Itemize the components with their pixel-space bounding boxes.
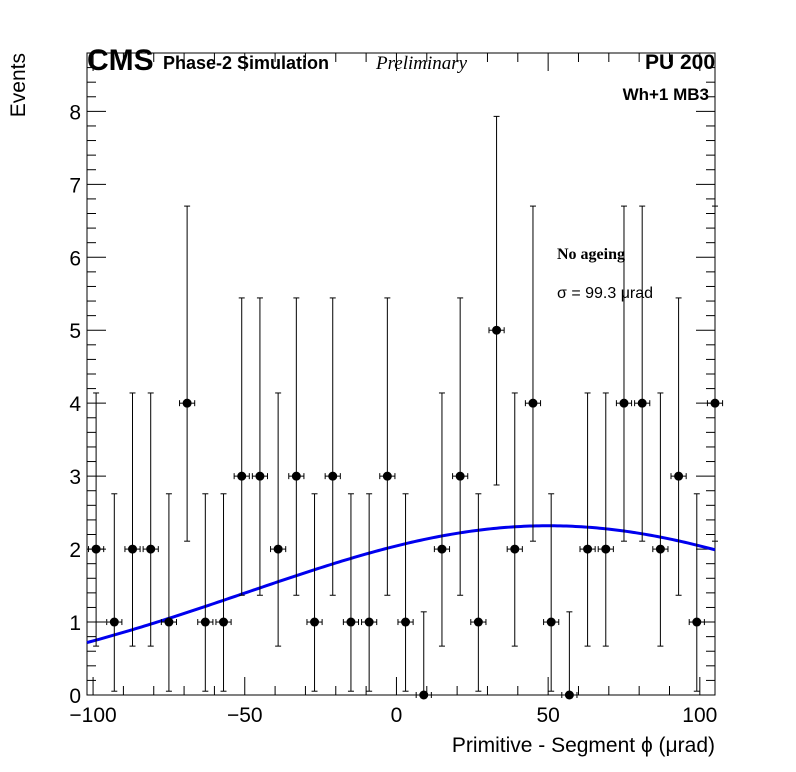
data-point-group: [543, 493, 560, 692]
x-tick-label: 100: [682, 704, 717, 727]
data-point: [182, 398, 192, 408]
y-tick-label: 7: [69, 174, 81, 197]
data-point: [674, 471, 684, 481]
cms-label: CMS: [87, 44, 154, 77]
data-point-group: [288, 297, 305, 596]
fit-curve: [86, 524, 716, 644]
data-point: [437, 544, 447, 554]
data-point-group: [433, 392, 451, 647]
y-tick-label: 6: [69, 247, 81, 270]
data-point-group: [179, 205, 196, 542]
chamber-label: Wh+1 MB3: [623, 85, 709, 104]
data-point-group: [634, 205, 651, 542]
data-point: [419, 690, 429, 700]
data-point: [91, 544, 101, 554]
data-point: [601, 544, 611, 554]
data-point: [619, 398, 629, 408]
data-point: [164, 617, 174, 627]
data-point: [346, 617, 356, 627]
data-point-group: [142, 392, 159, 647]
data-point-group: [306, 493, 323, 692]
preliminary-label: Preliminary: [375, 53, 468, 74]
sigma-label: σ = 99.3 μrad: [557, 285, 653, 302]
y-axis-title: Events: [7, 53, 30, 117]
data-point: [401, 617, 411, 627]
data-point-group: [506, 392, 523, 647]
pileup-label: PU 200: [645, 51, 715, 74]
data-point-group: [197, 493, 214, 692]
data-point: [583, 544, 593, 554]
data-point-group: [160, 493, 177, 692]
data-point: [510, 544, 520, 554]
data-point-group: [670, 297, 687, 596]
data-point-group: [270, 392, 287, 647]
data-point: [219, 617, 229, 627]
data-point-group: [524, 205, 542, 542]
data-point: [473, 617, 483, 627]
fit-curve-group: [86, 524, 716, 644]
data-point-group: [233, 297, 250, 596]
data-point: [455, 471, 465, 481]
data-point: [273, 544, 283, 554]
data-point: [564, 690, 574, 700]
data-point-group: [361, 493, 378, 692]
condition-label: No ageing: [557, 246, 625, 263]
data-point-group: [106, 493, 123, 692]
data-point: [237, 471, 247, 481]
y-tick-label: 0: [69, 685, 81, 708]
data-point: [364, 617, 374, 627]
data-point-group: [561, 611, 578, 700]
data-point-group: [597, 392, 614, 647]
data-point-group: [488, 115, 505, 486]
axes: −100 −50 0 50 100 0 1 2 3 4 5 6 7 8: [69, 52, 717, 727]
data-point: [637, 398, 647, 408]
data-point-group: [579, 392, 596, 647]
x-tick-label: 50: [536, 704, 559, 727]
y-tick-label: 8: [69, 101, 81, 124]
data-point-group: [251, 297, 269, 596]
x-axis-title: Primitive - Segment ϕ (μrad): [452, 734, 715, 757]
data-point-group: [415, 611, 432, 700]
data-point-group: [324, 297, 341, 596]
data-point-group: [88, 392, 105, 647]
y-tick-label: 4: [69, 393, 81, 416]
data-point: [200, 617, 210, 627]
data-point: [255, 471, 265, 481]
data-point: [492, 325, 502, 335]
data-point: [528, 398, 538, 408]
data-point-group: [452, 297, 469, 596]
data-point-group: [397, 493, 414, 692]
data-point-group: [615, 205, 633, 542]
data-point: [382, 471, 392, 481]
data-point-group: [706, 205, 724, 542]
data-point-group: [379, 297, 396, 596]
data-point: [310, 617, 320, 627]
data-point: [655, 544, 665, 554]
x-tick-label: −50: [227, 704, 263, 727]
data-point-group: [470, 493, 487, 692]
y-tick-label: 5: [69, 320, 81, 343]
data-point: [710, 398, 720, 408]
x-tick-label: −100: [69, 704, 116, 727]
plot-frame: [86, 52, 716, 696]
simulation-label: Phase-2 Simulation: [163, 53, 329, 73]
y-tick-label: 2: [69, 539, 81, 562]
data-points: [88, 115, 724, 700]
data-point: [146, 544, 156, 554]
data-point-group: [124, 392, 141, 647]
data-point-group: [215, 493, 232, 692]
y-tick-label: 1: [69, 612, 81, 635]
data-point: [692, 617, 702, 627]
data-point-group: [652, 392, 669, 647]
x-tick-label: 0: [391, 704, 403, 727]
y-tick-label: 3: [69, 466, 81, 489]
data-point: [109, 617, 119, 627]
data-point-group: [342, 493, 360, 692]
data-point: [291, 471, 301, 481]
data-point: [546, 617, 556, 627]
data-point: [128, 544, 138, 554]
data-point: [328, 471, 338, 481]
data-point-group: [688, 493, 705, 692]
